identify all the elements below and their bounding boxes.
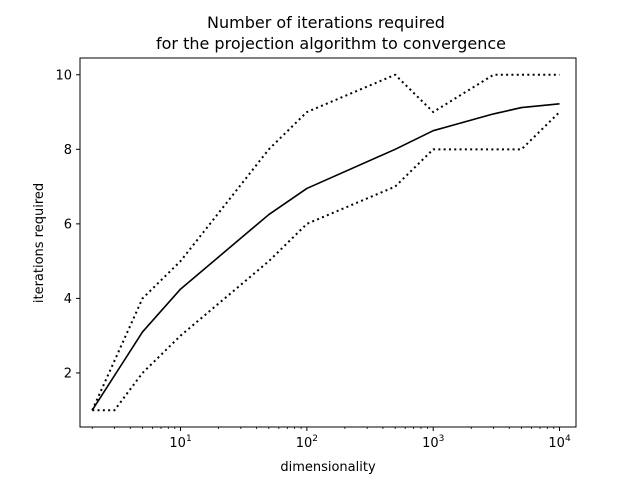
y-tick-label: 4: [64, 292, 72, 307]
ticks-layer: 101 102 103 104 2 4 6 8 10: [55, 68, 570, 451]
x-tick-label: 101: [169, 434, 191, 451]
y-tick-label: 10: [55, 68, 72, 83]
x-tick-label: 104: [548, 434, 571, 451]
dotted-series-line-1: [91, 73, 560, 411]
y-tick-label: 6: [64, 217, 72, 232]
y-axis-label: iterations required: [32, 183, 47, 303]
x-axis-label: dimensionality: [280, 460, 376, 475]
chart-title-line-1: Number of iterations required: [207, 13, 445, 32]
solid-series-line-0: [91, 103, 560, 411]
series-layer: [91, 73, 561, 412]
plot-frame: [79, 57, 577, 428]
dotted-series-line-2: [92, 111, 561, 412]
x-tick-label: 102: [296, 434, 318, 451]
x-tick-label: 103: [422, 434, 444, 451]
y-tick-label: 8: [64, 143, 72, 158]
y-tick-label: 2: [64, 366, 72, 381]
chart-title-line-2: for the projection algorithm to converge…: [156, 34, 506, 53]
